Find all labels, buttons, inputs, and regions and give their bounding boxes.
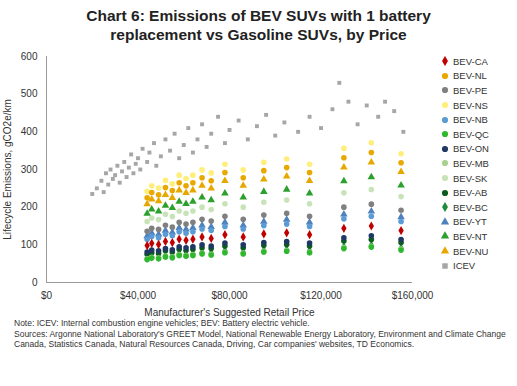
html-text:BEV-QC: BEV-QC: [453, 128, 489, 140]
svg-text:Manufacturer's Suggested Retai: Manufacturer's Suggested Retail Price: [144, 307, 315, 318]
html-text:BEV-BC: BEV-BC: [453, 201, 488, 213]
html-text:BEV-NB: BEV-NB: [453, 114, 488, 126]
html-text:BEV-AB: BEV-AB: [453, 187, 488, 199]
svg-text:600: 600: [21, 51, 38, 62]
svg-text:200: 200: [21, 201, 38, 212]
svg-text:500: 500: [21, 88, 38, 99]
html-text:Sources: Argonne National Labo: Sources: Argonne National Laboratory's G…: [14, 328, 506, 349]
svg-text:100: 100: [21, 239, 38, 250]
html-text:BEV-SK: BEV-SK: [453, 172, 488, 184]
html-text:BEV-NS: BEV-NS: [453, 99, 488, 111]
svg-text:0: 0: [32, 277, 38, 288]
html-text:BEV-MB: BEV-MB: [453, 158, 489, 169]
html-text:BEV-CA: BEV-CA: [453, 55, 488, 67]
svg-text:$80,000: $80,000: [211, 290, 248, 301]
html-text:BEV-NL: BEV-NL: [453, 70, 487, 82]
html-text:BEV-YT: BEV-YT: [453, 216, 487, 228]
svg-text:$40,000: $40,000: [120, 290, 157, 301]
svg-text:300: 300: [21, 164, 38, 175]
html-text:Chart 6: Emissions of BEV SUVs: Chart 6: Emissions of BEV SUVs with 1 ba…: [86, 7, 431, 43]
html-text:BEV-NT: BEV-NT: [453, 230, 488, 242]
svg-text:$160,000: $160,000: [392, 290, 434, 301]
svg-text:Lifecycle Emissions, gCO2e/km: Lifecycle Emissions, gCO2e/km: [2, 99, 13, 240]
html-text:BEV-PE: BEV-PE: [453, 85, 488, 96]
svg-text:$0: $0: [41, 290, 53, 301]
svg-text:400: 400: [21, 126, 38, 137]
svg-text:$120,000: $120,000: [300, 290, 342, 301]
html-text:BEV-NU: BEV-NU: [453, 245, 489, 257]
html-text:ICEV: ICEV: [453, 260, 476, 272]
html-text:BEV-ON: BEV-ON: [453, 143, 489, 155]
html-text:Note: ICEV: Internal combustio: Note: ICEV: Internal combustion engine v…: [14, 318, 310, 328]
